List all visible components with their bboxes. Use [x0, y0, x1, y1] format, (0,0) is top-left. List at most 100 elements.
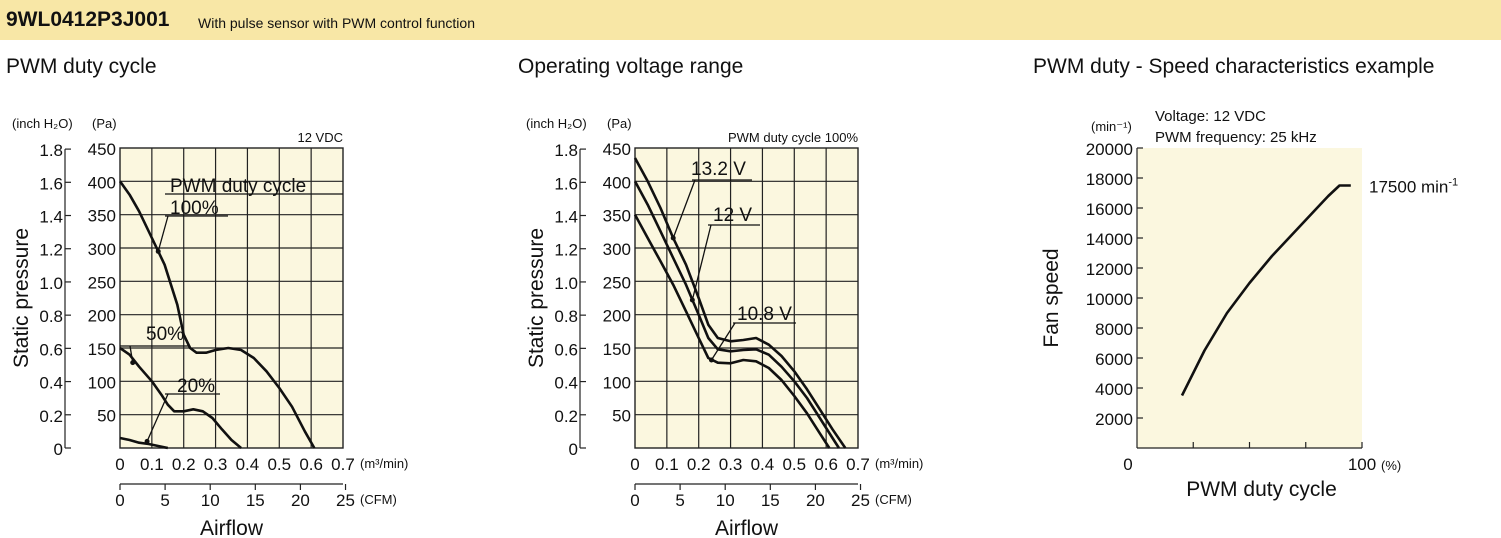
inch-tick-label: 1.2 — [39, 241, 63, 260]
series-label-2: 12 V — [713, 205, 752, 226]
label-leader — [129, 345, 134, 363]
pa-tick-label: 50 — [97, 407, 116, 426]
x-tick-label: 0.4 — [236, 455, 260, 474]
cfm-tick-label: 25 — [851, 491, 870, 510]
legend-title: PWM duty cycle — [170, 176, 306, 197]
leader-dot — [689, 297, 695, 303]
x-tick-label: 0.5 — [267, 455, 291, 474]
x-tick-label: 0.3 — [719, 455, 743, 474]
inch-tick-label: 1.4 — [39, 208, 63, 227]
inch-tick-label: 0.4 — [39, 374, 63, 393]
x-tick-label: 100 — [1348, 455, 1376, 474]
series-label-3: 20% — [177, 376, 215, 397]
leader-dot — [670, 235, 676, 241]
cfm-tick-label: 10 — [716, 491, 735, 510]
series-line-2 — [119, 346, 242, 449]
y-unit-inch: (inch H₂O) — [526, 116, 587, 131]
x-axis-label: Airflow — [715, 517, 779, 538]
x-unit-cfm: (CFM) — [875, 492, 912, 507]
inch-tick-label: 1.2 — [554, 241, 578, 260]
plot-background — [120, 148, 343, 448]
label-leader — [672, 179, 696, 239]
leader-dot — [708, 357, 714, 363]
series-label-1: 13.2 V — [691, 159, 746, 180]
x-tick-label: 0.2 — [172, 455, 196, 474]
speed-series-line — [1180, 184, 1351, 397]
pa-tick-label: 300 — [88, 240, 116, 259]
pa-tick-label: 350 — [603, 207, 631, 226]
y-tick-label: 20000 — [1086, 140, 1133, 159]
inch-tick-label: 0.2 — [39, 407, 63, 426]
cfm-tick-label: 0 — [630, 491, 639, 510]
cfm-tick-label: 25 — [336, 491, 355, 510]
x-unit-m3: (m³/min) — [875, 456, 923, 471]
pa-tick-label: 100 — [603, 373, 631, 392]
x-tick-label: 0.1 — [140, 455, 164, 474]
series-line-1 — [118, 180, 316, 449]
cfm-tick-label: 10 — [201, 491, 220, 510]
x-unit-cfm: (CFM) — [360, 492, 397, 507]
chart1-section-title: PWM duty cycle — [6, 55, 157, 78]
y-tick-label: 10000 — [1086, 290, 1133, 309]
x-tick-label: 0.1 — [655, 455, 679, 474]
pa-tick-label: 150 — [88, 340, 116, 359]
pa-tick-label: 350 — [88, 207, 116, 226]
pa-tick-label: 250 — [603, 273, 631, 292]
x-tick-label: 0.7 — [846, 455, 870, 474]
cfm-tick-label: 20 — [291, 491, 310, 510]
y-unit-inch: (inch H₂O) — [12, 116, 73, 131]
pa-tick-label: 450 — [603, 140, 631, 159]
chart-note-frequency: PWM frequency: 25 kHz — [1155, 129, 1317, 146]
x-tick-label: 0.4 — [751, 455, 775, 474]
inch-tick-label: 1.6 — [39, 174, 63, 193]
pa-tick-label: 300 — [603, 240, 631, 259]
x-tick-label: 0.5 — [782, 455, 806, 474]
x-axis-label: Airflow — [200, 517, 264, 538]
label-leader — [146, 393, 169, 442]
x-axis-label: PWM duty cycle — [1186, 478, 1337, 501]
pa-tick-label: 200 — [88, 307, 116, 326]
plot-background — [1137, 148, 1362, 448]
series-label-2: 50% — [146, 324, 184, 345]
pa-tick-label: 450 — [88, 140, 116, 159]
max-speed-annotation: 17500 min-1 — [1369, 177, 1458, 197]
leader-dot — [144, 438, 150, 444]
pa-tick-label: 150 — [603, 340, 631, 359]
y-unit-pa: (Pa) — [607, 116, 632, 131]
x-tick-label: 0.7 — [331, 455, 355, 474]
plot-background — [635, 148, 858, 448]
label-leader — [691, 224, 712, 301]
cfm-tick-label: 0 — [115, 491, 124, 510]
chart2-section-title: Operating voltage range — [518, 55, 744, 78]
inch-tick-label: 1.4 — [554, 208, 578, 227]
x-unit-m3: (m³/min) — [360, 456, 408, 471]
y-unit-pa: (Pa) — [92, 116, 117, 131]
y-axis-label: Fan speed — [1040, 248, 1063, 347]
y-tick-label: 18000 — [1086, 170, 1133, 189]
y-axis-label: Static pressure — [525, 228, 548, 368]
y-axis-label: Static pressure — [10, 228, 33, 368]
inch-tick-label: 0.8 — [39, 307, 63, 326]
chart-note: 12 VDC — [297, 130, 343, 145]
chart-note-voltage: Voltage: 12 VDC — [1155, 108, 1266, 125]
x-tick-label: 0 — [630, 455, 639, 474]
label-leader — [157, 215, 169, 252]
leader-dot — [130, 360, 136, 366]
y-tick-label: 14000 — [1086, 230, 1133, 249]
x-unit: (%) — [1381, 458, 1401, 473]
inch-tick-label: 1.6 — [554, 174, 578, 193]
cfm-tick-label: 5 — [675, 491, 684, 510]
header-banner: 9WL0412P3J001 With pulse sensor with PWM… — [0, 0, 1501, 40]
y-tick-label: 4000 — [1095, 380, 1133, 399]
model-number: 9WL0412P3J001 — [6, 8, 170, 31]
series-line-3 — [633, 214, 831, 449]
pa-tick-label: 200 — [603, 307, 631, 326]
y-tick-label: 12000 — [1086, 260, 1133, 279]
pa-tick-label: 400 — [603, 173, 631, 192]
x-tick-label: 0 — [1123, 455, 1132, 474]
cfm-tick-label: 20 — [806, 491, 825, 510]
chart3-section-title: PWM duty - Speed characteristics example — [1033, 55, 1435, 78]
